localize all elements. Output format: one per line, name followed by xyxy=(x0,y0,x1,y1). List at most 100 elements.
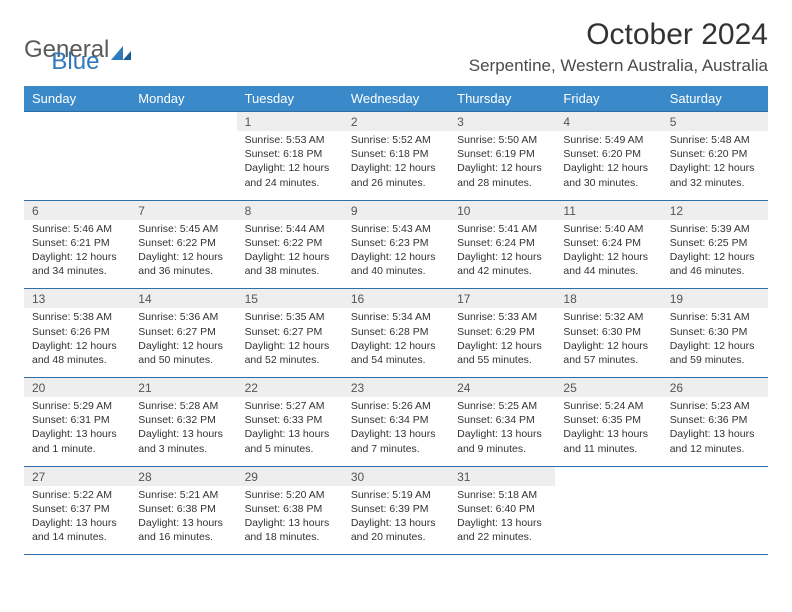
day-content-cell: Sunrise: 5:49 AMSunset: 6:20 PMDaylight:… xyxy=(555,131,661,200)
daylight-text: Daylight: 12 hours and 28 minutes. xyxy=(457,161,547,189)
day-content-cell: Sunrise: 5:50 AMSunset: 6:19 PMDaylight:… xyxy=(449,131,555,200)
sunset-text: Sunset: 6:29 PM xyxy=(457,325,547,339)
day-content-cell: Sunrise: 5:34 AMSunset: 6:28 PMDaylight:… xyxy=(343,308,449,377)
day-content-cell: Sunrise: 5:43 AMSunset: 6:23 PMDaylight:… xyxy=(343,220,449,289)
day-number-cell xyxy=(24,112,130,132)
day-content-cell: Sunrise: 5:21 AMSunset: 6:38 PMDaylight:… xyxy=(130,486,236,555)
sunrise-text: Sunrise: 5:29 AM xyxy=(32,399,122,413)
day-number-cell: 27 xyxy=(24,466,130,486)
day-number-cell: 2 xyxy=(343,112,449,132)
day-number-row: 13141516171819 xyxy=(24,289,768,309)
sunset-text: Sunset: 6:24 PM xyxy=(457,236,547,250)
day-content-row: Sunrise: 5:46 AMSunset: 6:21 PM Daylight:… xyxy=(24,220,768,289)
day-content-cell: Sunrise: 5:29 AMSunset: 6:31 PMDaylight:… xyxy=(24,397,130,466)
sunset-text: Sunset: 6:18 PM xyxy=(245,147,335,161)
sunset-text: Sunset: 6:25 PM xyxy=(670,236,760,250)
daylight-text: Daylight: 12 hours and 57 minutes. xyxy=(563,339,653,367)
title-block: October 2024 Serpentine, Western Austral… xyxy=(469,18,768,76)
sunset-text: Sunset: 6:34 PM xyxy=(351,413,441,427)
daylight-text: Daylight: 12 hours and 50 minutes. xyxy=(138,339,228,367)
sunrise-text: Sunrise: 5:35 AM xyxy=(245,310,335,324)
day-number-cell xyxy=(662,466,768,486)
sunrise-text: Sunrise: 5:34 AM xyxy=(351,310,441,324)
day-content-cell: Sunrise: 5:39 AMSunset: 6:25 PMDaylight:… xyxy=(662,220,768,289)
sunset-text: Sunset: 6:33 PM xyxy=(245,413,335,427)
daylight-text: Daylight: 12 hours and 36 minutes. xyxy=(138,250,228,278)
day-content-cell: Sunrise: 5:18 AMSunset: 6:40 PMDaylight:… xyxy=(449,486,555,555)
daylight-text: Daylight: 12 hours and 24 minutes. xyxy=(245,161,335,189)
sunrise-text: Sunrise: 5:39 AM xyxy=(670,222,760,236)
day-number-cell: 17 xyxy=(449,289,555,309)
daylight-text: Daylight: 12 hours and 42 minutes. xyxy=(457,250,547,278)
daylight-text: Daylight: 13 hours and 18 minutes. xyxy=(245,516,335,544)
sunrise-text: Sunrise: 5:18 AM xyxy=(457,488,547,502)
day-content-cell: Sunrise: 5:22 AMSunset: 6:37 PMDaylight:… xyxy=(24,486,130,555)
sunrise-text: Sunrise: 5:20 AM xyxy=(245,488,335,502)
sunrise-text: Sunrise: 5:52 AM xyxy=(351,133,441,147)
day-number-cell: 28 xyxy=(130,466,236,486)
day-content-cell: Sunrise: 5:26 AMSunset: 6:34 PMDaylight:… xyxy=(343,397,449,466)
day-number-cell: 6 xyxy=(24,200,130,220)
month-title: October 2024 xyxy=(469,18,768,52)
day-content-cell: Sunrise: 5:40 AMSunset: 6:24 PMDaylight:… xyxy=(555,220,661,289)
sunrise-text: Sunrise: 5:46 AM xyxy=(32,222,122,236)
day-number-cell: 15 xyxy=(237,289,343,309)
sunset-text: Sunset: 6:38 PM xyxy=(245,502,335,516)
day-content-cell: Sunrise: 5:25 AMSunset: 6:34 PMDaylight:… xyxy=(449,397,555,466)
weekday-header: Saturday xyxy=(662,86,768,112)
sunrise-text: Sunrise: 5:22 AM xyxy=(32,488,122,502)
day-content-cell: Sunrise: 5:19 AMSunset: 6:39 PMDaylight:… xyxy=(343,486,449,555)
day-number-cell: 7 xyxy=(130,200,236,220)
sunrise-text: Sunrise: 5:36 AM xyxy=(138,310,228,324)
calendar-table: Sunday Monday Tuesday Wednesday Thursday… xyxy=(24,86,768,555)
day-content-cell xyxy=(130,131,236,200)
sunrise-text: Sunrise: 5:45 AM xyxy=(138,222,228,236)
sunrise-text: Sunrise: 5:38 AM xyxy=(32,310,122,324)
daylight-text: Daylight: 13 hours and 9 minutes. xyxy=(457,427,547,455)
day-number-cell: 21 xyxy=(130,378,236,398)
day-number-cell: 23 xyxy=(343,378,449,398)
day-content-cell: Sunrise: 5:31 AMSunset: 6:30 PMDaylight:… xyxy=(662,308,768,377)
sunset-text: Sunset: 6:38 PM xyxy=(138,502,228,516)
day-number-cell xyxy=(130,112,236,132)
daylight-text: Daylight: 12 hours and 54 minutes. xyxy=(351,339,441,367)
day-number-cell: 22 xyxy=(237,378,343,398)
day-number-cell: 5 xyxy=(662,112,768,132)
logo: General Blue xyxy=(24,18,99,76)
day-content-cell xyxy=(24,131,130,200)
sunrise-text: Sunrise: 5:48 AM xyxy=(670,133,760,147)
weekday-header: Thursday xyxy=(449,86,555,112)
sunset-text: Sunset: 6:28 PM xyxy=(351,325,441,339)
sunrise-text: Sunrise: 5:23 AM xyxy=(670,399,760,413)
weekday-header: Wednesday xyxy=(343,86,449,112)
day-number-cell: 18 xyxy=(555,289,661,309)
day-number-row: 6789101112 xyxy=(24,200,768,220)
daylight-text: Daylight: 12 hours and 48 minutes. xyxy=(32,339,122,367)
day-content-cell: Sunrise: 5:48 AMSunset: 6:20 PMDaylight:… xyxy=(662,131,768,200)
sunset-text: Sunset: 6:21 PM xyxy=(32,236,122,250)
sunrise-text: Sunrise: 5:31 AM xyxy=(670,310,760,324)
day-number-cell: 29 xyxy=(237,466,343,486)
day-number-cell: 30 xyxy=(343,466,449,486)
weekday-header-row: Sunday Monday Tuesday Wednesday Thursday… xyxy=(24,86,768,112)
day-number-cell: 1 xyxy=(237,112,343,132)
sunrise-text: Sunrise: 5:26 AM xyxy=(351,399,441,413)
day-content-cell: Sunrise: 5:52 AMSunset: 6:18 PMDaylight:… xyxy=(343,131,449,200)
day-number-cell: 10 xyxy=(449,200,555,220)
day-content-row: Sunrise: 5:22 AMSunset: 6:37 PMDaylight:… xyxy=(24,486,768,555)
sunset-text: Sunset: 6:22 PM xyxy=(138,236,228,250)
sunset-text: Sunset: 6:35 PM xyxy=(563,413,653,427)
day-number-cell: 19 xyxy=(662,289,768,309)
daylight-text: Daylight: 12 hours and 46 minutes. xyxy=(670,250,760,278)
day-number-cell: 13 xyxy=(24,289,130,309)
sunrise-text: Sunrise: 5:53 AM xyxy=(245,133,335,147)
sunset-text: Sunset: 6:27 PM xyxy=(138,325,228,339)
sunset-text: Sunset: 6:30 PM xyxy=(563,325,653,339)
daylight-text: Daylight: 13 hours and 1 minute. xyxy=(32,427,122,455)
sunset-text: Sunset: 6:18 PM xyxy=(351,147,441,161)
day-content-cell: Sunrise: 5:23 AMSunset: 6:36 PMDaylight:… xyxy=(662,397,768,466)
sunset-text: Sunset: 6:36 PM xyxy=(670,413,760,427)
daylight-text: Daylight: 13 hours and 16 minutes. xyxy=(138,516,228,544)
sunset-text: Sunset: 6:34 PM xyxy=(457,413,547,427)
day-number-cell: 11 xyxy=(555,200,661,220)
